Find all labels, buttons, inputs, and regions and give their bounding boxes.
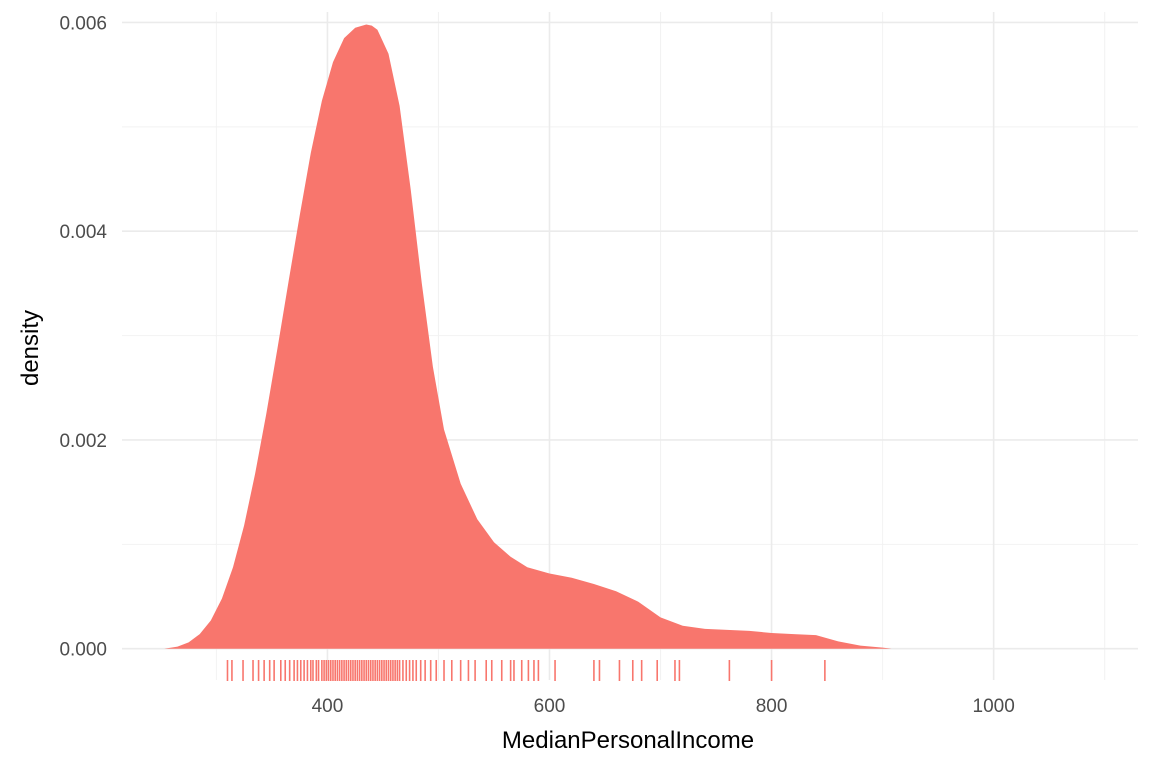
- y-tick-label: 0.006: [59, 13, 107, 34]
- x-tick-labels: 400 600 800 1000: [312, 696, 1015, 717]
- y-tick-label: 0.002: [59, 431, 107, 452]
- x-axis-title: MedianPersonalIncome: [502, 727, 754, 754]
- x-tick-label: 600: [534, 696, 566, 717]
- x-tick-label: 800: [756, 696, 788, 717]
- y-axis-title: density: [17, 310, 44, 386]
- rug-marks: [226, 660, 826, 681]
- y-tick-label: 0.000: [59, 640, 107, 661]
- y-tick-label: 0.004: [59, 222, 107, 243]
- x-tick-label: 400: [312, 696, 344, 717]
- x-tick-label: 1000: [973, 696, 1015, 717]
- density-area: [164, 24, 892, 649]
- y-tick-labels: 0.000 0.002 0.004 0.006: [59, 13, 107, 660]
